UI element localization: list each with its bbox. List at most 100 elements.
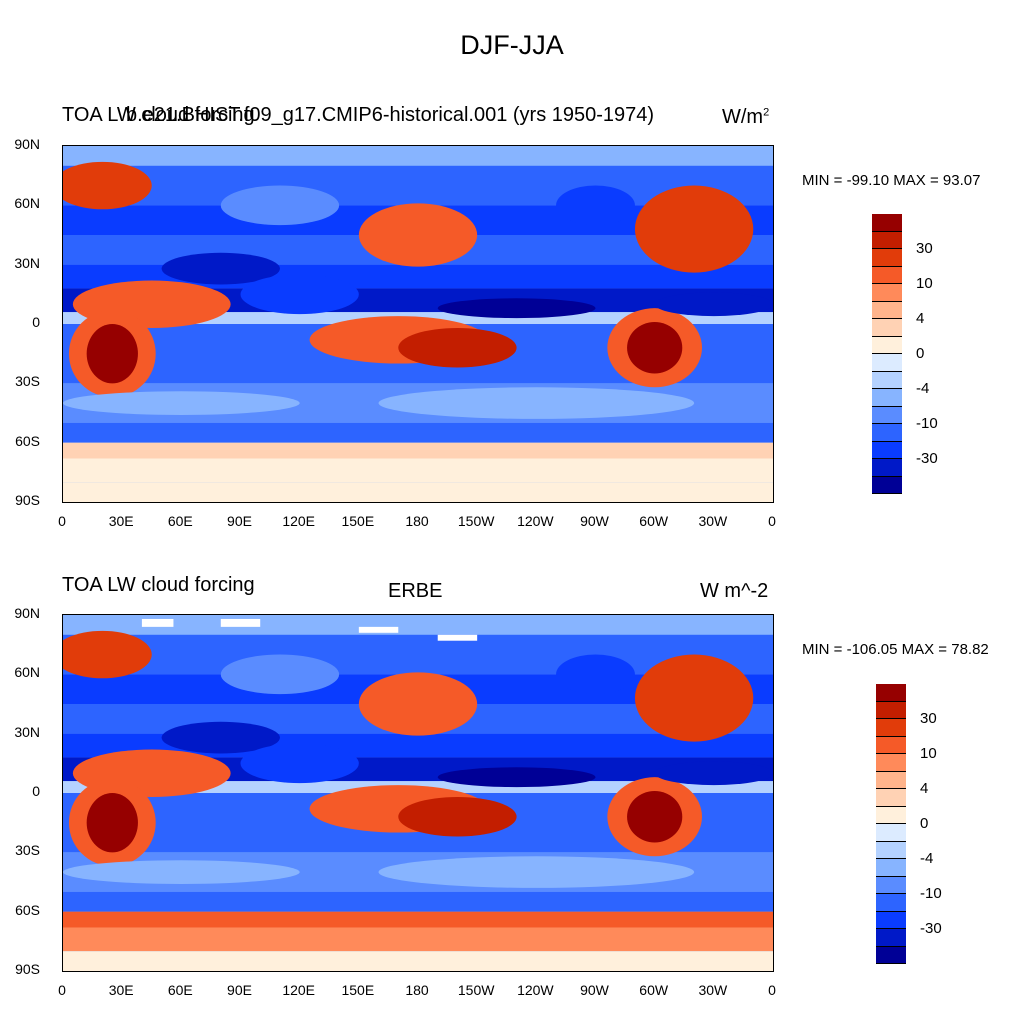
colorbar-swatch <box>876 806 906 824</box>
contour-region <box>556 654 635 695</box>
lon-tick-label: 90W <box>580 982 609 998</box>
colorbar-tick-label: 30 <box>916 240 933 257</box>
colorbar-swatch <box>872 441 902 459</box>
contour-region <box>161 721 280 754</box>
lon-tick-label: 150W <box>457 513 495 529</box>
colorbar-tick-label: 10 <box>916 275 933 292</box>
lon-tick-label: 120E <box>282 513 316 529</box>
colorbar-tick-label: 4 <box>920 780 929 797</box>
colorbar-swatch <box>876 736 906 754</box>
contour-region <box>556 185 635 226</box>
panel-left-title: TOA LW cloud forcing <box>62 104 255 126</box>
contour-region <box>63 630 152 679</box>
colorbar-tick-label: -10 <box>920 885 942 902</box>
colorbar-swatch <box>876 911 906 929</box>
colorbar-swatch <box>876 684 906 702</box>
lat-tick-label: 30S <box>15 373 40 390</box>
colorbar-tick-label: 0 <box>916 345 925 362</box>
panel-case-title: b.e21.BHIST.f09_g17.CMIP6-historical.001… <box>126 104 655 126</box>
panel-center-title: ERBE <box>388 580 443 602</box>
colorbar-swatch <box>872 231 902 249</box>
map-plot <box>62 145 774 503</box>
lon-tick-label: 60W <box>639 513 669 529</box>
contour-region <box>634 185 754 273</box>
lat-tick-label: 90S <box>15 491 40 508</box>
contour-region <box>220 654 340 695</box>
colorbar-tick-label: 0 <box>920 815 929 832</box>
lat-tick-label: 60N <box>14 195 40 212</box>
lon-tick-label: 30W <box>698 982 728 998</box>
contour-region <box>654 292 773 317</box>
map-plot <box>62 614 774 972</box>
contour-region <box>654 761 773 786</box>
colorbar-swatch <box>872 336 902 354</box>
lat-tick-label: 90N <box>14 136 40 152</box>
zonal-band <box>63 911 773 928</box>
contour-region <box>634 654 754 742</box>
panel-stats: MIN = -106.05 MAX = 78.82 <box>802 641 989 658</box>
panel-units: W/m2 <box>722 106 770 128</box>
colorbar-swatch <box>872 301 902 319</box>
lon-tick-label: 90E <box>227 982 252 998</box>
colorbar-swatch <box>872 266 902 284</box>
colorbar-swatch <box>872 249 902 267</box>
contour-region <box>63 391 300 415</box>
lon-tick-label: 150W <box>457 982 495 998</box>
colorbar-tick-label: -4 <box>916 380 930 397</box>
lon-tick-label: 150E <box>341 982 375 998</box>
lon-tick-label: 60E <box>167 982 193 998</box>
lat-tick-label: 90N <box>14 605 40 621</box>
panel-stats: MIN = -99.10 MAX = 93.07 <box>802 172 981 189</box>
contour-region <box>437 767 596 788</box>
contour-region <box>627 791 683 843</box>
zonal-band <box>63 482 773 502</box>
colorbar-swatch <box>876 894 906 912</box>
lon-tick-label: 90W <box>580 513 609 529</box>
lat-tick-label: 90S <box>15 960 40 977</box>
zonal-band <box>63 146 773 166</box>
missing-data <box>437 634 478 641</box>
lon-tick-label: 90E <box>227 513 252 529</box>
contour-region <box>86 324 138 384</box>
lon-tick-label: 120E <box>282 982 316 998</box>
lat-tick-label: 0 <box>32 313 40 330</box>
colorbar-swatch <box>876 841 906 859</box>
colorbar-swatch <box>872 284 902 302</box>
zonal-band <box>63 891 773 912</box>
lon-tick-label: 150E <box>341 513 375 529</box>
colorbar-swatch <box>876 876 906 894</box>
lon-tick-label: 120W <box>517 982 554 998</box>
zonal-band <box>63 757 773 782</box>
lon-tick-label: 30W <box>698 513 728 529</box>
contour-region <box>63 860 300 884</box>
lat-tick-label: 30N <box>14 723 40 740</box>
contour-field <box>63 615 773 971</box>
contour-region <box>398 796 517 837</box>
lon-tick-label: 120W <box>517 513 554 529</box>
colorbar-swatch <box>872 459 902 477</box>
figure-title: DJF-JJA <box>460 30 564 60</box>
panel-units: W m^-2 <box>700 580 769 602</box>
colorbar-swatch <box>876 754 906 772</box>
zonal-band <box>63 951 773 971</box>
panel-left-title: TOA LW cloud forcing <box>62 574 255 596</box>
contour-region <box>86 793 138 853</box>
lat-tick-label: 60S <box>15 432 40 449</box>
lon-tick-label: 0 <box>768 982 776 998</box>
contour-region <box>220 185 340 226</box>
colorbar-swatch <box>872 406 902 424</box>
contour-region <box>437 298 596 319</box>
contour-region <box>358 203 478 267</box>
colorbar-tick-label: 30 <box>920 710 937 727</box>
contour-region <box>63 161 152 210</box>
colorbar-tick-label: -4 <box>920 850 934 867</box>
missing-data <box>220 618 261 627</box>
lon-tick-label: 60E <box>167 513 193 529</box>
lat-tick-label: 30S <box>15 842 40 859</box>
missing-data <box>141 618 174 627</box>
zonal-band <box>63 442 773 459</box>
colorbar-swatch <box>872 476 902 494</box>
colorbar-swatch <box>872 389 902 407</box>
lon-tick-label: 0 <box>58 513 66 529</box>
lon-tick-label: 180 <box>405 513 429 529</box>
